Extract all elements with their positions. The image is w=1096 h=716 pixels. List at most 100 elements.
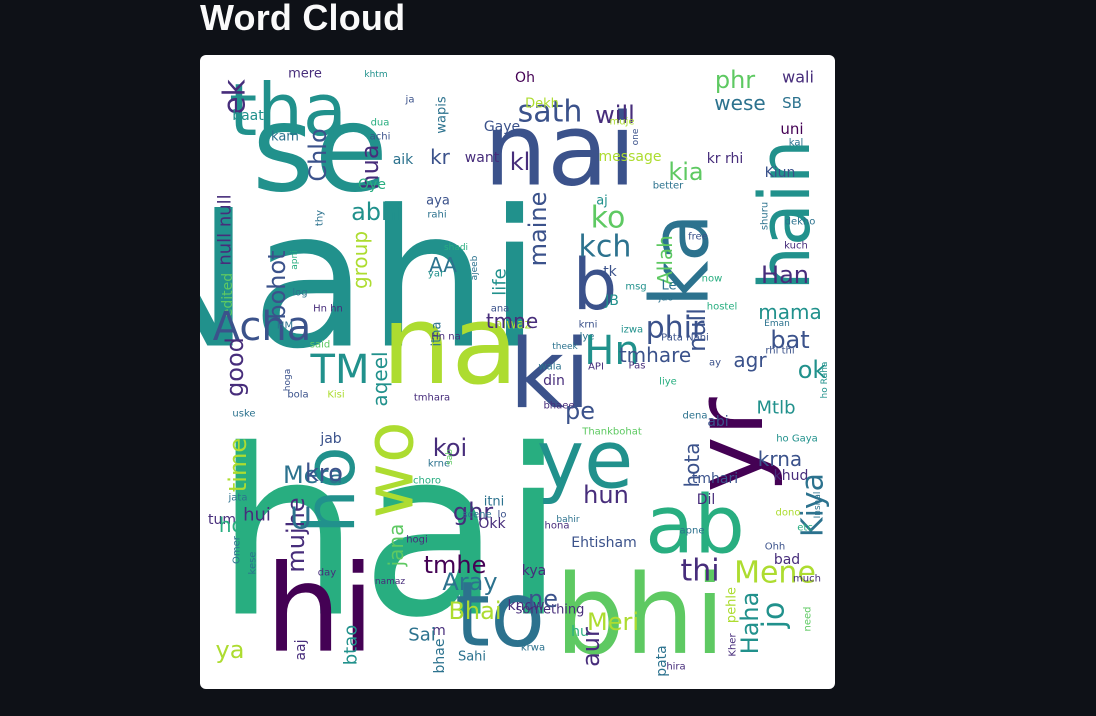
cloud-word: message (599, 149, 662, 165)
cloud-word: pata (654, 645, 670, 677)
cloud-word: kro (305, 459, 343, 487)
cloud-word: dua (371, 118, 390, 129)
cloud-word: aik (393, 152, 414, 168)
cloud-word: dekho (785, 217, 816, 228)
cloud-word: izwa (621, 325, 643, 336)
cloud-word: lo (498, 510, 507, 521)
cloud-word: ajeeb (470, 255, 480, 280)
cloud-word: Eman (764, 319, 790, 329)
cloud-word: ho (289, 446, 371, 533)
cloud-word: know (508, 598, 545, 614)
cloud-word: ghr (453, 498, 493, 526)
cloud-word: Ehtisham (571, 535, 636, 551)
cloud-word: krne (428, 459, 450, 470)
cloud-word: ab (645, 479, 745, 572)
cloud-word: Aray (442, 568, 497, 596)
cloud-word: koi (433, 434, 467, 462)
cloud-word: thy (315, 210, 326, 226)
cloud-word: mujhe (282, 497, 310, 572)
cloud-word: hira (666, 662, 685, 673)
cloud-word: tk (603, 264, 617, 280)
cloud-word: Han (761, 261, 809, 289)
cloud-word: btao (341, 625, 362, 666)
cloud-word: tha (229, 68, 347, 152)
cloud-word: life (490, 268, 511, 295)
cloud-word: rhi thi (765, 346, 794, 357)
cloud-word: day (318, 568, 336, 579)
cloud-word: Kher (728, 633, 739, 657)
cloud-word: shadi (444, 243, 468, 253)
cloud-word: tmhari (692, 471, 738, 487)
cloud-word: Gaye (484, 119, 520, 135)
cloud-word: ye (537, 414, 634, 507)
cloud-word: wapis (435, 96, 450, 133)
cloud-word: Sahi (458, 650, 486, 665)
cloud-word: tmne (486, 309, 538, 333)
cloud-word: ki (509, 320, 590, 430)
cloud-word: uni (780, 120, 803, 138)
cloud-word: SB (782, 94, 802, 112)
cloud-word: jata (228, 493, 248, 504)
cloud-word: ek (218, 78, 253, 114)
cloud-word: edited (220, 273, 236, 317)
cloud-word: liye (659, 377, 677, 388)
cloud-word: Meri (587, 608, 639, 636)
cloud-word: something (516, 603, 585, 618)
cloud-word: lye (580, 332, 595, 343)
cloud-word: group (348, 231, 372, 289)
cloud-word: ya (216, 636, 245, 664)
cloud-word: Pata Nahi (661, 333, 709, 344)
cloud-word: hota (680, 442, 704, 487)
cloud-word: Ohh (765, 542, 786, 553)
cloud-word: mere (288, 67, 322, 82)
cloud-word: bhae (432, 639, 448, 674)
cloud-word: null (683, 308, 711, 352)
cloud-word: muje (609, 117, 634, 128)
cloud-word: jana (384, 524, 408, 568)
cloud-word: sab (445, 449, 455, 465)
cloud-word: itna (430, 322, 445, 347)
cloud-word: now (702, 274, 723, 285)
cloud-word: hui (243, 505, 271, 526)
cloud-word: Allah (653, 235, 677, 285)
cloud-word: U (290, 502, 312, 537)
cloud-word: Mera (283, 461, 343, 489)
cloud-word: hain (744, 139, 826, 290)
cloud-word: abhi (351, 198, 403, 226)
cloud-word: Chlo (304, 128, 332, 181)
cloud-word: na (381, 281, 518, 409)
cloud-word: bahir (556, 515, 579, 525)
cloud-word: Hn na (431, 332, 461, 343)
cloud-word: agr (733, 348, 767, 372)
cloud-word: Kiun (765, 165, 796, 181)
cloud-word: aur (577, 627, 605, 667)
cloud-word: wali (782, 68, 814, 87)
cloud-word: yr (675, 396, 785, 492)
cloud-word: Dekh (525, 97, 559, 112)
cloud-word: bhi (555, 551, 725, 679)
cloud-word: nai (484, 92, 636, 209)
cloud-word: maine (524, 192, 552, 267)
cloud-word: m (432, 623, 446, 639)
cloud-word: Oh (515, 70, 535, 86)
cloud-word: will (595, 101, 635, 129)
cloud-word: Kiya (796, 473, 831, 537)
cloud-word: achi (370, 132, 391, 143)
cloud-word: kl (510, 148, 531, 176)
cloud-word: etc (797, 523, 813, 534)
cloud-word: good (221, 337, 249, 397)
cloud-word: Le (661, 279, 676, 294)
cloud-word: sath (518, 95, 583, 130)
cloud-word: Thankbohat (581, 427, 642, 438)
cloud-word: free (688, 232, 708, 243)
cloud-word: kch (579, 230, 632, 265)
cloud-word: Oye (358, 177, 386, 193)
cloud-word: pe (565, 397, 595, 425)
cloud-word: ka (634, 213, 727, 307)
cloud-word: jab (319, 431, 341, 447)
cloud-word: phir (646, 311, 705, 346)
cloud-word: Nahi (200, 170, 541, 391)
cloud-word: se (252, 81, 388, 220)
cloud-word: ho Gaya (776, 434, 818, 445)
cloud-word: bhaee (543, 401, 574, 412)
